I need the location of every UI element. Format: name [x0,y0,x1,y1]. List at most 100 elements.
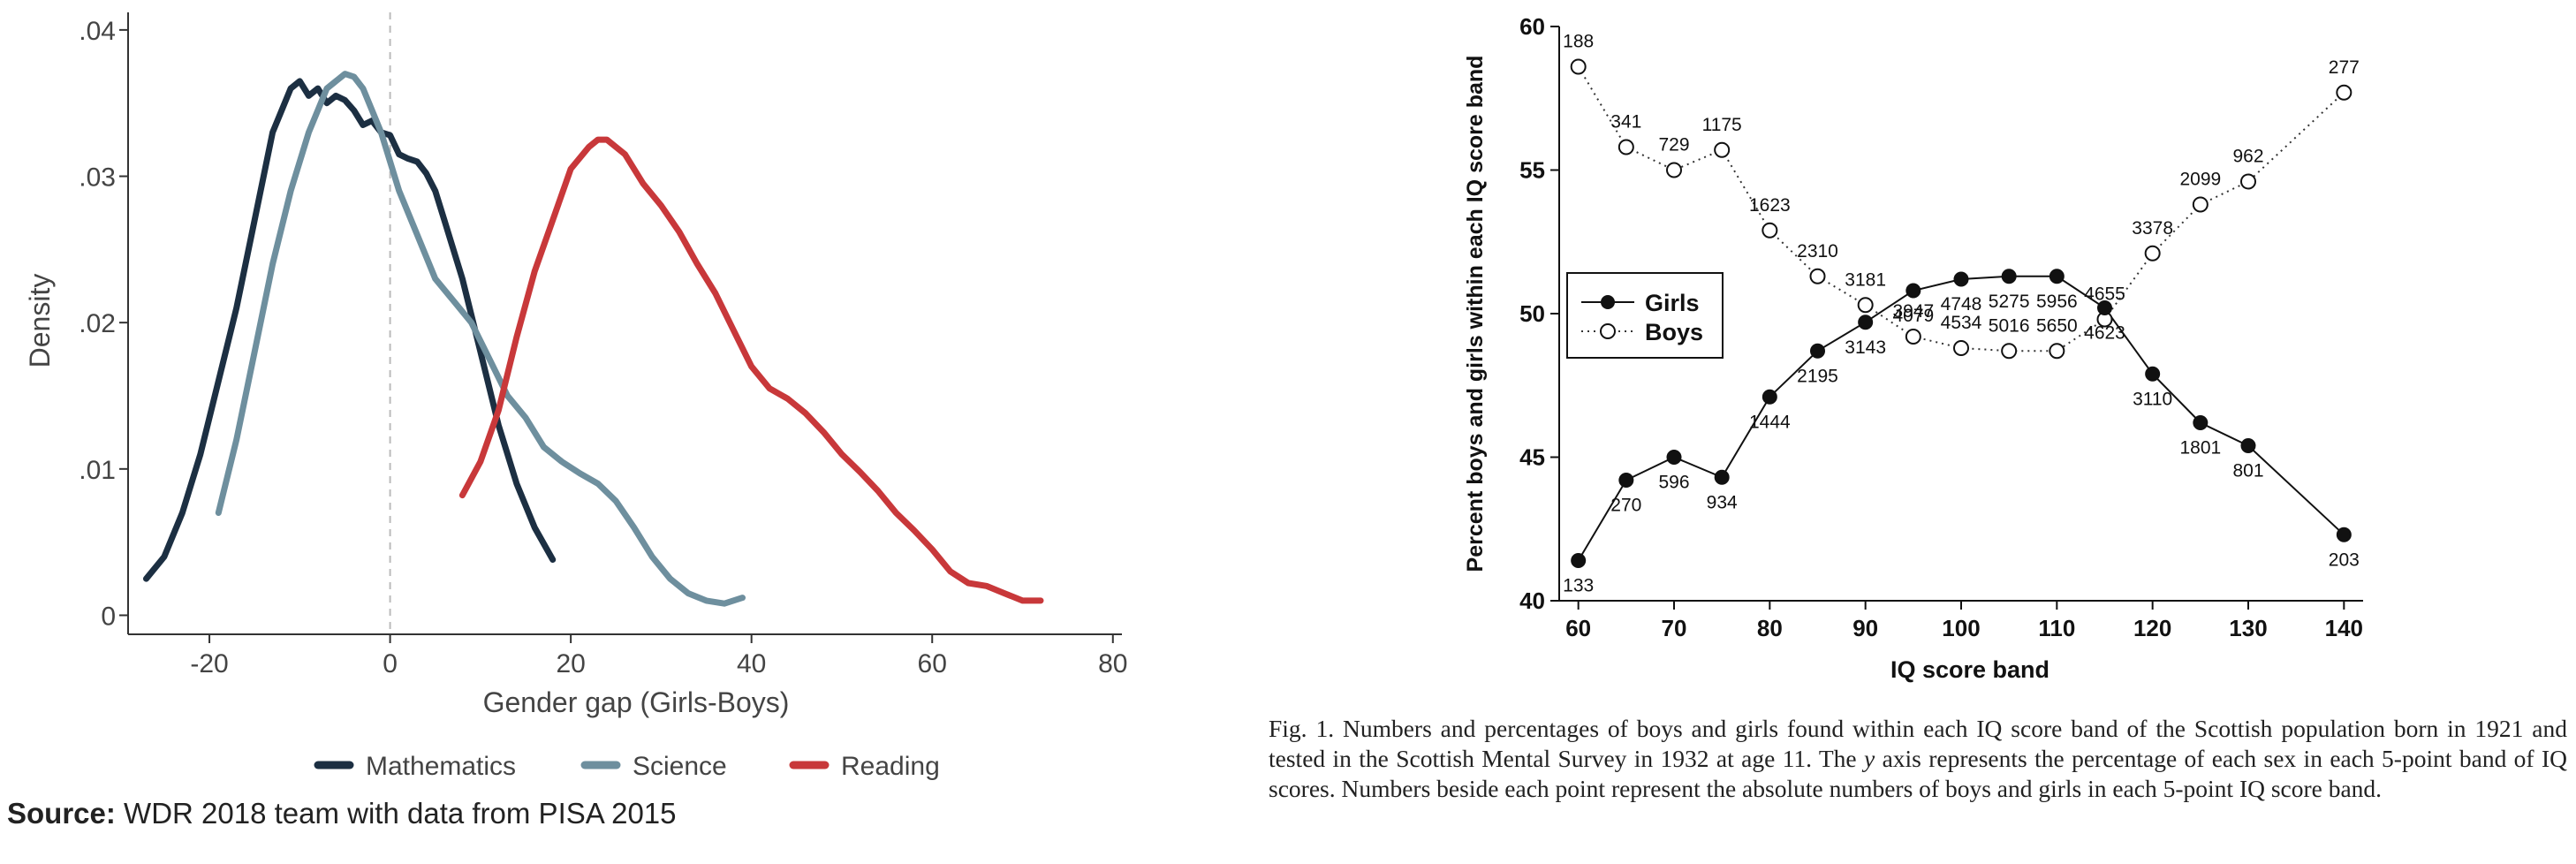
boys-point [2144,245,2161,261]
girls-count-label: 5956 [2036,292,2078,312]
legend: Girls Boys [1566,272,1724,359]
boys-point [2336,84,2352,101]
girls-count-label: 5275 [1989,292,2030,312]
x-axis-label: IQ score band [1890,656,2049,683]
girls-count-label: 3143 [1845,337,1886,358]
count-labels: 188 341 729 1175 1623 2310 3181 3947 4534 5016 565… [1563,32,2360,596]
girls-point [2336,527,2352,542]
y-tick-label: .03 [79,163,116,193]
y-axis-ticks: 40 45 50 55 60 [1519,13,1559,614]
x-tick-label: 0 [383,649,398,678]
boys-count-label: 2310 [1797,241,1838,261]
boys-count-label: 3378 [2132,218,2173,239]
legend-marker-boys [1600,323,1616,339]
boys-count-label: 962 [2232,147,2263,167]
girls-point [2001,269,2017,284]
boys-point [2240,173,2256,190]
girls-point [1618,473,1634,488]
boys-count-label: 341 [1610,112,1641,133]
girls-count-label: 3110 [2133,389,2172,409]
boys-count-label: 277 [2329,57,2360,78]
girls-count-label: 4623 [2084,323,2125,344]
girls-count-label: 4748 [1941,294,1982,315]
density-chart: 0 .01 .02 .03 .04 -20 0 20 40 60 80 Density Gende… [24,12,1127,781]
girls-point [2097,300,2112,315]
girls-point [2193,415,2209,430]
iq-band-chart: 40 45 50 55 60 60 70 80 90 100 110 120 130 140 188 34… [1463,13,2363,683]
legend-label-girls: Girls [1645,290,1700,316]
girls-count-label: 4079 [1892,306,1934,326]
boys-point [1570,58,1587,75]
girls-count-label: 1801 [2179,438,2221,459]
boys-count-label: 2099 [2179,170,2221,190]
girls-count-label: 133 [1563,576,1594,596]
boys-point [2049,343,2065,360]
x-tick-label: 90 [1852,615,1878,641]
y-tick-label: 40 [1519,587,1545,614]
x-tick-label: 140 [2325,615,2363,641]
boys-count-label: 729 [1658,135,1689,155]
x-tick-label: 130 [2229,615,2267,641]
girls-count-label: 1444 [1749,412,1791,432]
legend: Mathematics Science Reading [314,752,940,781]
legend-label-mathematics: Mathematics [366,752,516,781]
boys-point [2192,196,2209,213]
y-tick-label: 60 [1519,13,1545,40]
boys-point [1762,222,1778,239]
legend-label-boys: Boys [1645,319,1703,345]
boys-count-label: 1623 [1749,195,1791,216]
girls-count-label: 203 [2329,549,2360,570]
girls-point [1810,343,1825,359]
series-line-boys [1577,65,2345,352]
iq-series [1570,58,2352,568]
girls-count-label: 2195 [1797,366,1838,386]
caption-part-1: Fig. 1. Numbers and percentages of boys … [1269,715,2567,772]
boys-point [1714,141,1731,158]
x-tick-label: 120 [2133,615,2171,641]
x-tick-label: 80 [1757,615,1783,641]
girls-count-label: 801 [2232,461,2263,481]
girls-point [2240,438,2256,453]
y-tick-label: .01 [79,456,116,485]
x-tick-label: -20 [190,649,228,678]
boys-count-label: 1175 [1702,115,1742,135]
series-line-reading [458,136,1044,604]
girls-point [1858,315,1874,330]
boys-count-label: 4655 [2084,284,2125,305]
girls-point [1905,283,1921,299]
y-axis-label: Density [24,274,56,368]
boys-point [2001,343,2018,360]
source-label: Source: [7,797,116,830]
legend-label-science: Science [633,752,727,781]
source-text: WDR 2018 team with data from PISA 2015 [124,797,677,830]
x-axis-label: Gender gap (Girls-Boys) [483,686,790,718]
x-tick-label: 110 [2038,615,2075,641]
x-axis-ticks: -20 0 20 40 60 80 [190,634,1127,678]
y-tick-label: 0 [101,602,116,631]
boys-count-label: 5016 [1989,315,2030,336]
boys-count-label: 4534 [1941,313,1982,333]
boys-count-label: 5650 [2036,315,2078,336]
y-axis-ticks: 0 .01 .02 .03 .04 [79,17,128,631]
y-tick-label: .02 [79,309,116,338]
y-tick-label: 45 [1519,444,1545,471]
legend-box [1566,272,1724,359]
boys-point [1618,139,1634,155]
series-line-science [215,71,746,607]
series-line-mathematics [143,78,557,582]
girls-point [1571,553,1587,568]
girls-point [1666,450,1682,465]
x-tick-label: 20 [556,649,585,678]
boys-count-label: 188 [1563,32,1594,52]
caption-part-2: axis represents the percentage of each s… [1269,745,2567,802]
boys-point [1666,162,1682,178]
legend-marker-girls [1601,295,1615,309]
girls-count-label: 596 [1658,473,1689,493]
girls-count-label: 934 [1707,492,1738,512]
girls-point [2049,269,2065,284]
girls-point [1953,271,1969,287]
girls-point [1714,469,1730,485]
boys-point [1857,297,1874,314]
y-tick-label: .04 [79,17,116,46]
